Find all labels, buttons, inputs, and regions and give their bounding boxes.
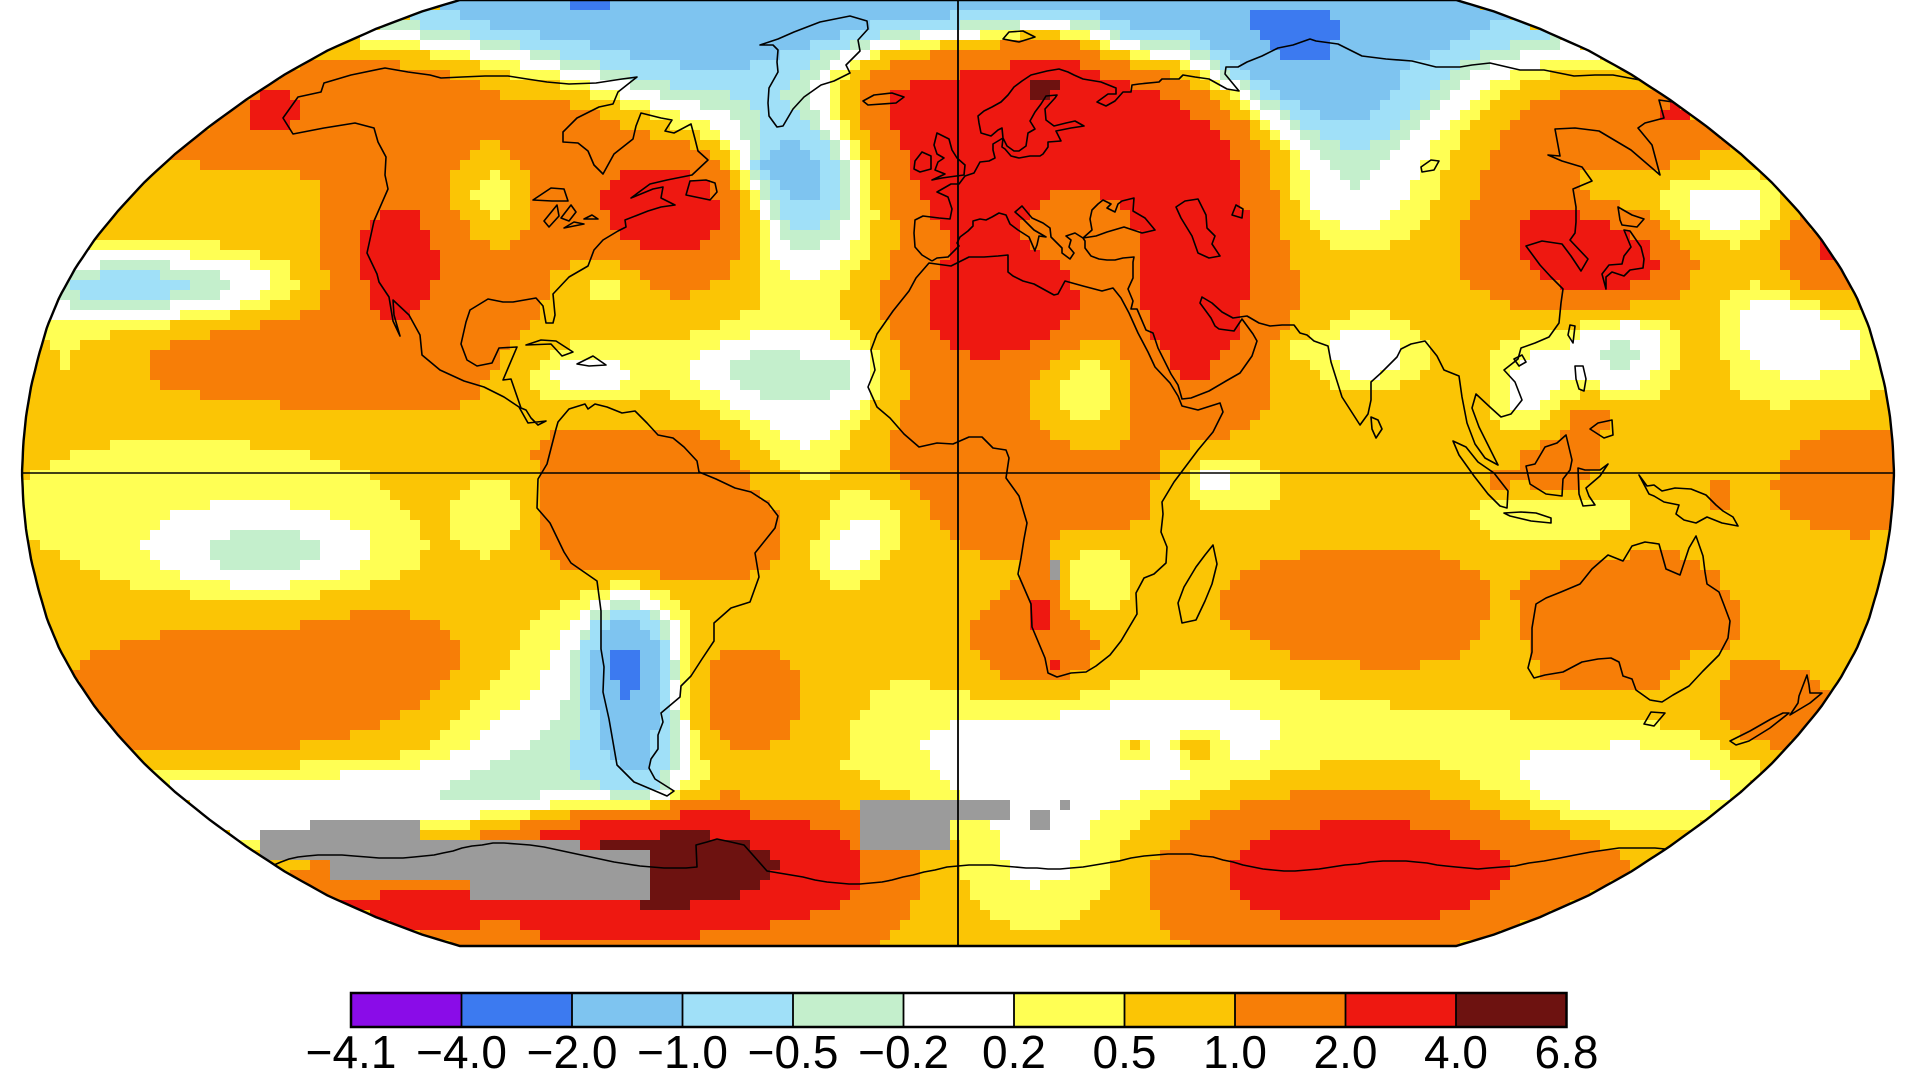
svg-text:1.0: 1.0: [1203, 1026, 1267, 1078]
svg-text:6.8: 6.8: [1535, 1026, 1599, 1078]
svg-text:2.0: 2.0: [1314, 1026, 1378, 1078]
svg-text:0.2: 0.2: [982, 1026, 1046, 1078]
svg-text:−2.0: −2.0: [527, 1026, 618, 1078]
svg-text:−0.5: −0.5: [748, 1026, 839, 1078]
svg-text:−0.2: −0.2: [858, 1026, 949, 1078]
svg-text:0.5: 0.5: [1093, 1026, 1157, 1078]
svg-text:4.0: 4.0: [1424, 1026, 1488, 1078]
svg-text:−4.1: −4.1: [306, 1026, 397, 1078]
svg-text:−1.0: −1.0: [637, 1026, 728, 1078]
svg-text:−4.0: −4.0: [416, 1026, 507, 1078]
